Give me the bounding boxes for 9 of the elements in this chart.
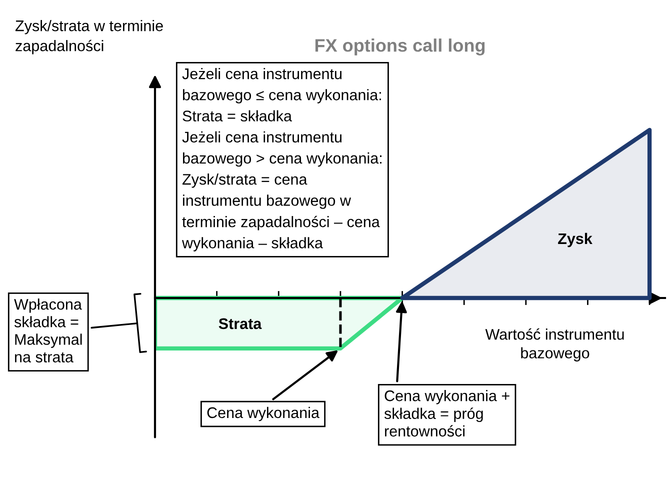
text: Cena wykonania — [207, 406, 320, 422]
text: Wpłacona składka = Maksymal na strata — [14, 298, 82, 362]
text: Cena wykonania + składka = próg rentowności — [384, 390, 510, 437]
x-axis-title: Wartość instrumentu bazowego — [485, 328, 624, 362]
y-axis-title: Zysk/strata w terminie zapadalności — [15, 20, 163, 54]
text: Jeżeli cena instrumentu bazowego ≤ cena wykonania: Strata = składka Jeżeli cena instrumentu bazowego > cena wykonania: Zysk/strata = cena instrumentu bazowego w terminie zapadalności – cena wykonania – składka — [182, 68, 382, 252]
annotation: Zysk — [558, 232, 592, 248]
annotation: Strata — [218, 318, 262, 330]
chart-title: FX options call long — [315, 38, 485, 56]
